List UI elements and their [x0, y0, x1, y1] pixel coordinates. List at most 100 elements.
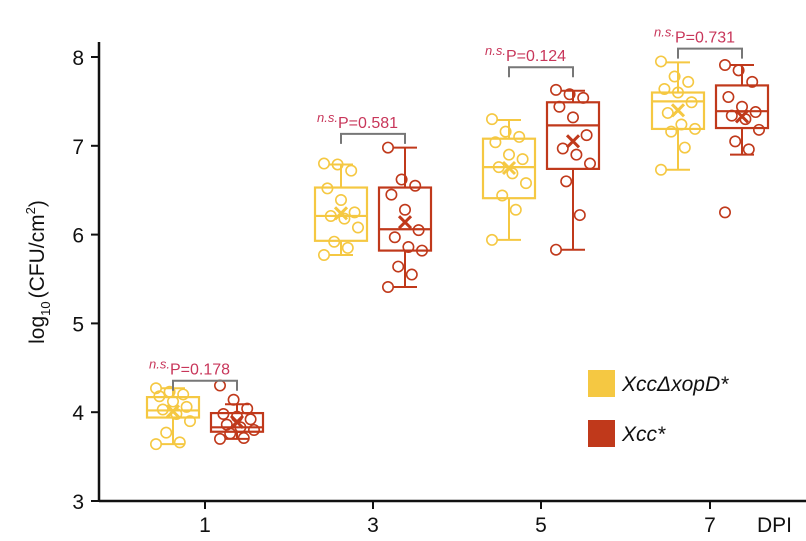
point-s1-5-7 — [570, 148, 583, 161]
point-s1-5-0 — [549, 83, 562, 96]
x-tick-label-1: 1 — [199, 514, 211, 537]
point-s0-5-4 — [502, 148, 515, 161]
point-s1-7-8 — [752, 123, 765, 136]
point-s0-5-7 — [506, 167, 519, 180]
point-s0-7-11 — [654, 163, 667, 176]
point-s0-5-3 — [489, 136, 502, 149]
point-s0-5-9 — [496, 189, 509, 202]
point-s0-7-1 — [668, 70, 681, 83]
point-s1-7-4 — [735, 100, 748, 113]
point-s1-3-1 — [395, 173, 408, 186]
y-axis-label-unit: (CFU/cm — [26, 214, 49, 298]
point-s1-5-3 — [553, 100, 566, 113]
point-s0-7-10 — [678, 141, 691, 154]
point-s1-7-6 — [725, 109, 738, 122]
point-s0-5-11 — [485, 233, 498, 246]
significance-prefix: n.s. — [317, 110, 338, 125]
point-s0-3-0 — [317, 157, 330, 170]
mean-marker-s1-3 — [397, 215, 413, 230]
significance-prefix: n.s. — [485, 43, 506, 58]
point-s1-1-9 — [224, 427, 237, 440]
significance-bracket-3 — [340, 132, 406, 144]
point-s1-5-1 — [563, 88, 576, 101]
point-s0-5-0 — [485, 113, 498, 126]
y-axis-label-sub: 10 — [38, 301, 53, 315]
point-s1-3-4 — [398, 203, 411, 216]
point-s1-1-2 — [241, 402, 254, 415]
mean-marker-stroke-b-s0-7 — [670, 103, 686, 118]
point-s0-3-6 — [324, 209, 337, 222]
mean-marker-s1-1 — [229, 414, 245, 430]
point-s1-5-11 — [549, 243, 562, 256]
legend-swatch-xccdxopd — [588, 370, 615, 397]
y-tick-label-7: 7 — [72, 136, 84, 159]
point-s1-7-0 — [718, 58, 731, 71]
point-s0-1-2 — [177, 388, 190, 401]
mean-marker-s1-7 — [734, 109, 750, 124]
point-s0-3-1 — [331, 158, 344, 171]
point-s1-5-9 — [560, 175, 573, 188]
point-s1-3-10 — [405, 268, 418, 281]
point-s0-7-0 — [654, 55, 667, 68]
point-s0-3-4 — [334, 193, 347, 206]
legend-swatch-xcc — [588, 420, 615, 447]
box-s0-5 — [481, 137, 537, 200]
point-s0-5-8 — [519, 177, 532, 190]
point-s0-3-7 — [338, 212, 351, 225]
point-s1-1-0 — [214, 379, 227, 392]
significance-label-7: n.s.P=0.731 — [654, 25, 735, 47]
point-s0-3-5 — [348, 206, 361, 219]
point-s1-3-2 — [409, 179, 422, 192]
mean-marker-stroke-b-s1-1 — [229, 414, 245, 430]
x-tick-label-5: 5 — [535, 514, 547, 537]
point-s0-5-5 — [516, 153, 529, 166]
point-s1-3-8 — [415, 244, 428, 257]
point-s0-7-4 — [671, 86, 684, 99]
mean-marker-stroke-b-s0-1 — [165, 404, 181, 419]
legend-label-xcc: Xcc* — [621, 423, 666, 446]
point-s0-3-3 — [321, 182, 334, 195]
point-s0-5-2 — [513, 130, 526, 143]
point-s0-1-3 — [153, 390, 166, 403]
significance-bracket-5 — [508, 66, 574, 78]
point-s1-1-7 — [234, 421, 247, 434]
point-s1-1-5 — [244, 413, 257, 426]
y-tick-label-8: 8 — [72, 47, 84, 70]
point-s1-5-2 — [577, 91, 590, 104]
significance-p-value: P=0.124 — [506, 48, 566, 65]
point-s0-1-10 — [173, 436, 186, 449]
point-s1-1-8 — [248, 423, 261, 436]
point-s0-1-11 — [150, 438, 163, 451]
point-s1-5-4 — [566, 111, 579, 124]
box-s1-7 — [714, 84, 770, 130]
point-s1-5-10 — [573, 209, 586, 222]
x-tick-label-7: 7 — [704, 514, 716, 537]
point-s1-7-11 — [718, 206, 731, 219]
point-s1-5-5 — [580, 129, 593, 142]
point-s1-7-5 — [749, 106, 762, 119]
point-s1-7-3 — [722, 90, 735, 103]
y-axis-label-sup: 2 — [23, 207, 38, 214]
significance-bracket-7 — [677, 47, 743, 59]
point-s0-1-6 — [156, 403, 169, 416]
y-axis-label: log10 (CFU/cm2) — [23, 200, 53, 344]
y-tick-label-5: 5 — [72, 313, 84, 336]
point-s0-7-5 — [685, 96, 698, 109]
significance-p-value: P=0.581 — [338, 115, 398, 132]
plot-area: n.s.P=0.178n.s.P=0.581n.s.P=0.124n.s.P=0… — [145, 25, 770, 451]
point-s0-3-9 — [328, 235, 341, 248]
point-s0-7-3 — [658, 82, 671, 95]
significance-label-1: n.s.P=0.178 — [149, 357, 230, 379]
point-s1-3-3 — [385, 188, 398, 201]
mean-marker-s0-3 — [333, 206, 349, 221]
point-s1-5-6 — [556, 142, 569, 155]
box-s0-3 — [313, 186, 369, 242]
point-s1-3-7 — [402, 241, 415, 254]
significance-p-value: P=0.731 — [675, 30, 735, 47]
point-s0-3-2 — [345, 164, 358, 177]
point-s0-3-11 — [317, 249, 330, 262]
significance-prefix: n.s. — [654, 25, 675, 40]
x-axis-label: DPI — [757, 514, 792, 537]
point-s0-5-10 — [509, 203, 522, 216]
